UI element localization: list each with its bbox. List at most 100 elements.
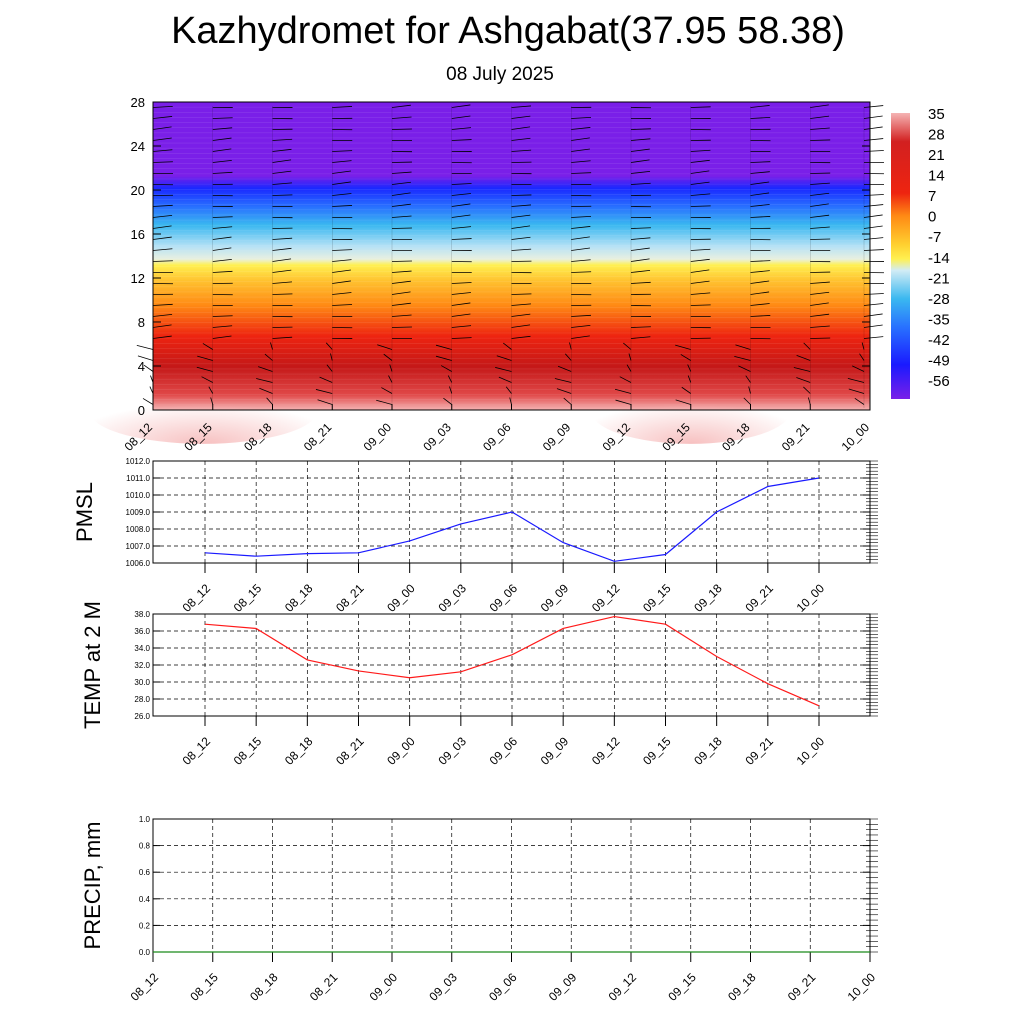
colorbar-label: -56 [928, 373, 950, 390]
wind-barb [810, 226, 830, 229]
wind-barb [796, 377, 811, 383]
wind-barb [687, 375, 692, 383]
x-tick-label: 08_21 [307, 970, 341, 1004]
wind-barb [690, 149, 711, 152]
wind-barb [750, 161, 771, 163]
wind-barb [376, 399, 393, 405]
wind-barb [750, 181, 770, 185]
wind-barb [571, 325, 591, 328]
wind-barb [152, 313, 173, 317]
colorbar-label: 14 [928, 168, 945, 185]
heatmap-y-tick-label: 4 [138, 359, 145, 374]
wind-barb [383, 353, 393, 361]
wind-barb [451, 302, 471, 306]
wind-barb [615, 399, 632, 405]
wind-barb [863, 324, 883, 328]
wind-barb [212, 335, 232, 339]
wind-barb [391, 215, 412, 218]
wind-barb [152, 303, 173, 306]
wind-barb [571, 137, 590, 141]
wind-barb [863, 105, 884, 108]
wind-barb [565, 353, 572, 361]
x-tick-label: 09_21 [742, 581, 776, 615]
heatmap-x-tick-label: 09_21 [779, 420, 813, 454]
wind-barb [152, 149, 173, 152]
wind-barb [690, 205, 711, 207]
wind-barb [212, 226, 233, 229]
wind-barb [272, 258, 292, 262]
wind-barb [863, 115, 883, 119]
wind-barb [690, 292, 711, 295]
x-tick-label: 09_12 [589, 581, 623, 615]
wind-barb [272, 194, 293, 196]
x-tick-label: 09_03 [435, 734, 469, 768]
y-tick-label: 0.8 [139, 842, 151, 851]
y-axis-label: PRECIP, mm [80, 822, 105, 950]
wind-barb [810, 214, 830, 218]
wind-barb [272, 269, 292, 273]
wind-barb [152, 204, 173, 207]
y-tick-label: 30.0 [134, 678, 150, 687]
wind-barb [690, 159, 710, 163]
y-tick-label: 26.0 [134, 712, 150, 721]
wind-barb [743, 397, 751, 405]
wind-barb [556, 388, 572, 394]
wind-barb [630, 227, 651, 229]
heatmap-y-tick-label: 0 [138, 403, 145, 418]
wind-barb [690, 269, 710, 273]
y-tick-label: 1007.0 [126, 542, 151, 551]
x-tick-label: 09_15 [665, 970, 699, 1004]
x-tick-label: 08_12 [180, 581, 214, 615]
wind-barb [142, 398, 154, 405]
wind-barb [212, 236, 232, 240]
wind-barb [810, 238, 831, 240]
wind-barb [571, 116, 592, 119]
colorbar-label: 0 [928, 209, 936, 226]
wind-barb [272, 159, 292, 163]
wind-barb [317, 399, 333, 405]
wind-barb [391, 171, 412, 174]
y-axis-label: TEMP at 2 M [80, 601, 105, 729]
wind-barb [630, 138, 651, 141]
wind-barb [511, 303, 532, 306]
wind-barb [451, 313, 471, 317]
wind-barb [498, 376, 512, 383]
wind-barb [511, 248, 532, 251]
wind-barb [136, 344, 154, 350]
wind-barb [571, 335, 590, 339]
wind-barb [259, 387, 273, 394]
wind-barb [848, 388, 865, 394]
heatmap-y-tick-label: 20 [131, 183, 145, 198]
wind-barb [738, 365, 751, 372]
wind-barb [332, 181, 351, 185]
wind-barb [690, 258, 710, 262]
x-tick-label: 09_00 [384, 734, 418, 768]
wind-barb [451, 226, 472, 229]
wind-barb [511, 105, 532, 108]
colorbar-label: -49 [928, 352, 950, 369]
wind-barb [451, 282, 472, 284]
wind-barb [569, 342, 572, 350]
wind-barb [863, 138, 884, 141]
wind-barb [451, 104, 471, 108]
wind-barb [391, 203, 411, 207]
wind-barb [745, 375, 751, 383]
heatmap-y-tick-label: 16 [131, 227, 145, 242]
wind-barb [554, 378, 572, 383]
wind-barb [863, 313, 883, 317]
heatmap-x-tick-label: 09_06 [480, 420, 514, 454]
wind-barb [202, 343, 213, 350]
wind-barb [571, 247, 591, 251]
wind-barb [212, 117, 233, 119]
wind-barb [852, 365, 865, 372]
wind-barb [152, 260, 173, 262]
wind-barb [847, 377, 865, 383]
x-tick-label: 08_18 [282, 734, 316, 768]
wind-barb [511, 204, 532, 207]
wind-barb [630, 326, 651, 328]
x-tick-label: 09_21 [742, 734, 776, 768]
wind-barb [201, 376, 213, 383]
wind-barb [690, 170, 710, 174]
wind-barb [332, 304, 353, 306]
wind-barb [748, 386, 751, 394]
